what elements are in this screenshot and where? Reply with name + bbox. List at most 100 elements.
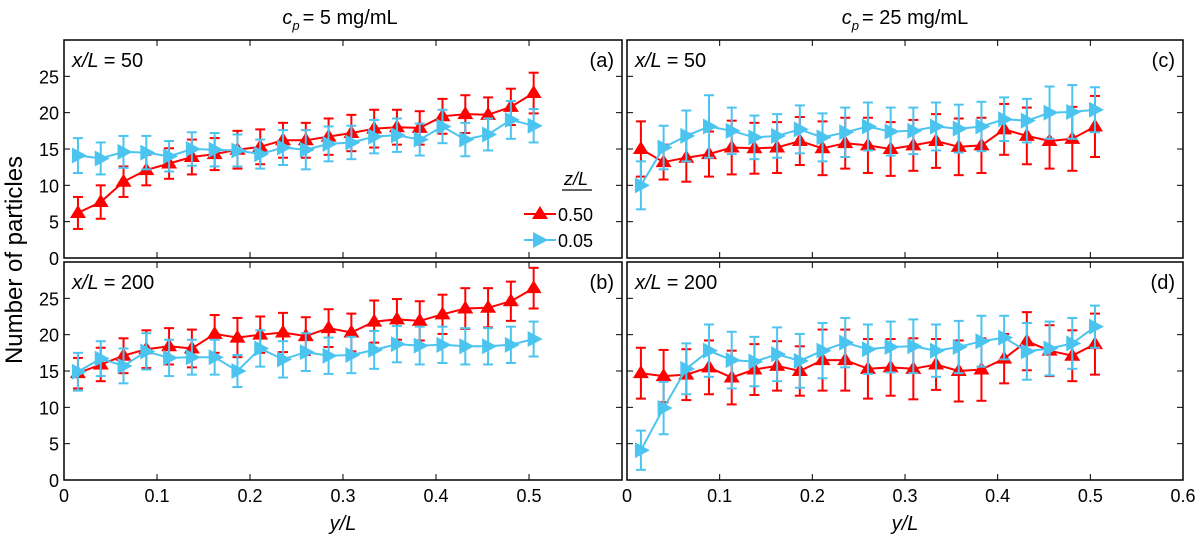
x-tick-label: 0.1 <box>707 486 732 506</box>
data-point <box>388 311 405 325</box>
x-tick-label: 0.5 <box>516 486 541 506</box>
data-point <box>390 336 406 353</box>
data-point <box>69 204 86 218</box>
legend-marker-triangle-up-icon <box>532 206 548 219</box>
y-tick-label: 10 <box>39 398 59 418</box>
panel-label-var: x/L <box>71 50 99 72</box>
data-point <box>345 347 361 364</box>
data-point <box>973 361 990 375</box>
panel-tag: (c) <box>1152 50 1175 72</box>
panel-label-val: = 50 <box>104 50 143 72</box>
data-point <box>975 333 991 350</box>
x-tick-label: 0.5 <box>1078 486 1103 506</box>
data-point <box>322 135 338 152</box>
x-tick-label: 0.2 <box>800 486 825 506</box>
legend-title: z/L <box>563 169 588 189</box>
data-point <box>140 343 156 360</box>
data-point <box>208 141 224 158</box>
data-point <box>459 338 475 355</box>
data-point <box>480 299 497 313</box>
data-point <box>657 400 673 417</box>
panel-c: x/L = 50 (c) <box>626 39 1184 259</box>
panel-tag: (b) <box>590 272 614 294</box>
x-tick-label: 0.2 <box>237 486 262 506</box>
x-tick-label: 0.6 <box>1170 486 1195 506</box>
data-point <box>975 118 991 135</box>
data-point <box>434 306 451 320</box>
data-point <box>277 351 293 368</box>
series-0.05 <box>71 320 543 392</box>
data-point <box>71 147 87 164</box>
data-point <box>952 339 968 356</box>
data-point <box>525 85 542 99</box>
data-point <box>231 363 247 379</box>
data-point <box>998 329 1014 346</box>
panel-condition-label: x/L = 50 <box>634 50 706 72</box>
x-tick-label: 0 <box>59 486 69 506</box>
x-axis-label-right: y/L <box>890 513 919 535</box>
data-point <box>1020 112 1036 129</box>
data-point <box>703 118 719 135</box>
data-point <box>1043 104 1059 121</box>
data-point <box>703 342 719 359</box>
series-0.05 <box>71 100 543 176</box>
legend-entry-0.05: 0.05 <box>558 231 593 251</box>
data-point <box>208 349 224 366</box>
x-tick-label: 0 <box>622 486 632 506</box>
x-tick-label: 0.4 <box>423 486 448 506</box>
y-tick-label: 25 <box>39 289 59 309</box>
legend: z/L 0.50 0.05 <box>524 169 593 251</box>
title-rest: = 25 mg/mL <box>862 7 968 29</box>
panel-condition-label: x/L = 200 <box>634 272 717 294</box>
panel-label-val: = 200 <box>667 272 718 294</box>
y-tick-label: 5 <box>49 435 59 455</box>
data-point <box>411 312 428 326</box>
data-point <box>345 134 361 151</box>
data-point <box>254 340 270 357</box>
data-point <box>952 120 968 137</box>
data-point <box>816 129 832 146</box>
data-point <box>229 329 246 343</box>
data-point <box>231 142 247 159</box>
data-point <box>254 146 270 163</box>
x-tick-label: 0.1 <box>144 486 169 506</box>
title-var: c <box>282 7 292 29</box>
data-point <box>117 143 133 160</box>
data-point <box>390 127 406 144</box>
data-point <box>185 349 201 366</box>
data-point <box>998 111 1014 128</box>
data-point <box>527 331 543 348</box>
data-point <box>1088 101 1104 118</box>
data-point <box>320 320 337 334</box>
y-tick-label: 0 <box>49 471 59 491</box>
data-point <box>480 106 497 120</box>
data-point <box>771 346 787 363</box>
data-point <box>930 342 946 359</box>
data-point <box>92 194 109 208</box>
panel-condition-label: x/L = 200 <box>71 272 154 294</box>
data-point <box>680 360 696 377</box>
data-point <box>277 139 293 156</box>
data-point <box>322 347 338 364</box>
data-point <box>748 353 764 370</box>
data-point <box>861 118 877 135</box>
data-point <box>140 144 156 161</box>
y-tick-label: 25 <box>39 67 59 87</box>
y-tick-label: 20 <box>39 326 59 346</box>
data-point <box>275 324 292 338</box>
data-point <box>163 148 179 165</box>
data-point <box>457 106 474 120</box>
data-point <box>343 324 360 338</box>
data-point <box>1088 318 1104 335</box>
data-point <box>71 363 87 380</box>
title-var: c <box>842 7 852 29</box>
title-rest: = 5 mg/mL <box>303 7 398 29</box>
data-point <box>525 280 542 294</box>
data-point <box>884 123 900 140</box>
data-point <box>657 139 673 156</box>
column-title-left: cp = 5 mg/mL <box>282 7 397 33</box>
data-point <box>94 150 110 167</box>
data-point <box>185 141 201 157</box>
column-titles: cp = 5 mg/mL cp = 25 mg/mL <box>282 7 968 33</box>
